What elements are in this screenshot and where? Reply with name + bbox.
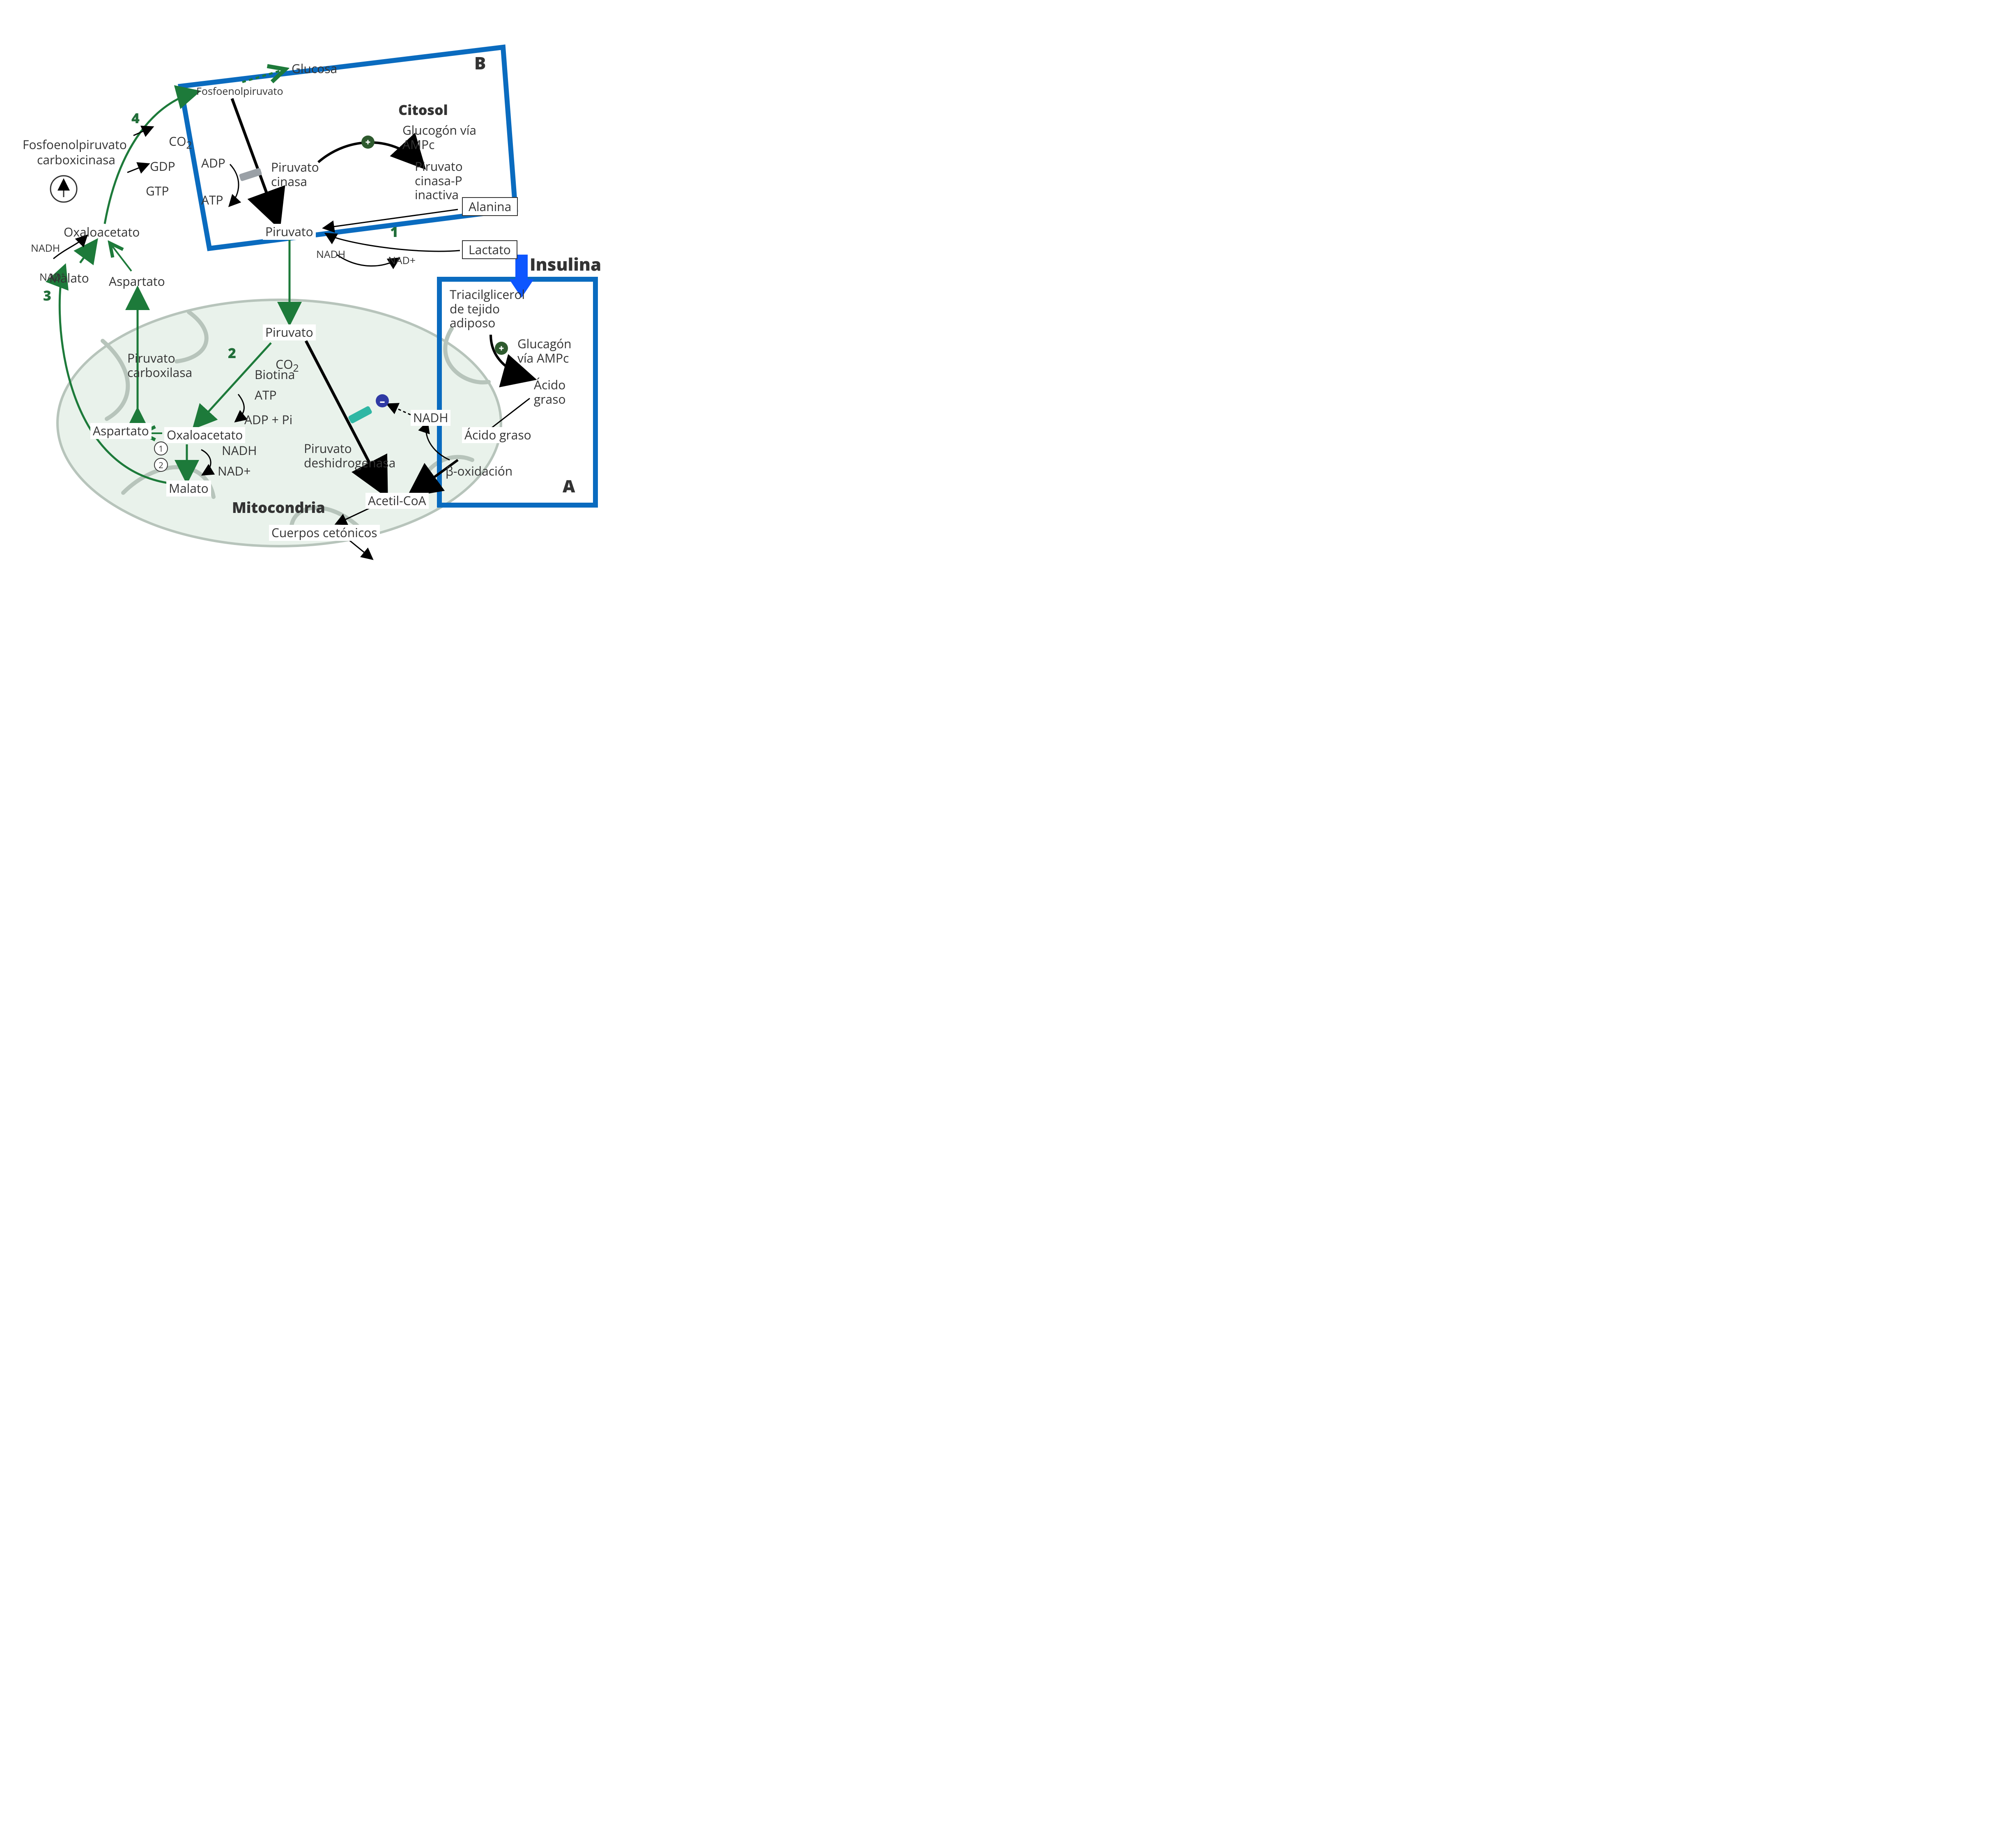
step1: 1 [390,224,398,240]
pyr-cinasa-label: Piruvato cinasa [271,160,319,188]
pepck-line1: Fosfoenolpiruvato [23,138,127,152]
circle-2: 2 [154,458,168,472]
step3: 3 [43,287,51,303]
pepck-upreg-icon [51,176,77,202]
malato-mito: Malato [166,480,211,496]
adp-label: ADP [201,156,225,170]
glucagon2-label: Glucagón vía AMPc [517,337,572,365]
lactato-box: Lactato [462,240,517,259]
pyr-cinasaP-label: Piruvato cinasa-P inactiva [415,159,463,202]
piruvato-mito: Piruvato [263,324,316,340]
cuerpos-label: Cuerpos cetónicos [269,525,380,541]
nadh-pdh: NADH [411,410,450,426]
alanina-box: Alanina [462,197,518,216]
arrow-asp-to-oaa [111,244,131,271]
oxaloacetato-cyt: Oxaloacetato [64,225,140,239]
gdp-label: GDP [150,159,175,174]
mitocondria-label: Mitocondria [232,499,325,516]
inhibition-bar-greyPK [239,168,262,182]
citosol-label: Citosol [398,102,448,118]
pep-label: Fosfoenolpiruvato [196,85,283,97]
glucagon-label: Glucogón vía AMPc [402,123,476,152]
betaox-label: β-oxidación [446,464,512,478]
atp2-label: ATP [255,388,277,402]
pyr-carboxilasa: Piruvato carboxilasa [127,351,192,379]
oxaloacetato-mito: Oxaloacetato [164,427,245,443]
badge-minus-pdh: – [376,394,389,407]
arrow-ketone-out [349,540,372,559]
biotina-label: Biotina [255,368,295,382]
region-B-label: B [474,53,486,73]
arrow-pep-to-pyr [232,99,277,222]
acidograso-label: Ácido graso [534,378,566,406]
co2-text: CO [169,133,186,149]
insulina-label: Insulina [530,255,601,274]
acetilcoa-label: Acetil-CoA [365,493,429,509]
glucosa-label: Glucosa [292,62,337,76]
piruvato-cyto-label: Piruvato [263,224,316,240]
svg-layer [0,0,616,571]
acidograso2-label: Ácido graso [462,427,534,443]
nadh-lactate: NADH [316,248,345,260]
nadplus-oaamal: NAD+ [218,464,250,478]
circle-1: 1 [154,441,168,455]
badge-plus-pk: + [361,136,375,149]
pepck-line2: carboxicinasa [37,153,115,167]
pyr-deshidro: Piruvato deshidrogenasa [304,441,395,470]
step4: 4 [131,110,140,126]
step2: 2 [228,345,236,361]
atp-label: ATP [201,193,223,207]
gtp-label: GTP [146,184,169,198]
arrow-gdp [127,164,148,172]
arrow-malato-to-oaa [80,243,94,263]
adppi-label: ADP + Pi [244,413,292,427]
co2-sub: 2 [186,138,192,152]
aspartato-cyt: Aspartato [109,274,165,289]
aspartato-mito: Aspartato [90,423,152,439]
tag-label: Triacilglicerol de tejido adiposo [450,287,525,330]
malato-cyt: Malato [49,271,89,285]
badge-plus-tag: + [495,342,508,355]
nadh-oaamal: NADH [222,444,257,458]
region-A-label: A [563,476,575,496]
nadplus-lactate: NAD+ [388,255,416,267]
diagram-stage: B A Citosol Insulina Mitocondria Glucosa… [0,0,616,571]
arrow-adp-atp [230,164,239,205]
nadh-mal-cyt: NADH [31,242,60,254]
